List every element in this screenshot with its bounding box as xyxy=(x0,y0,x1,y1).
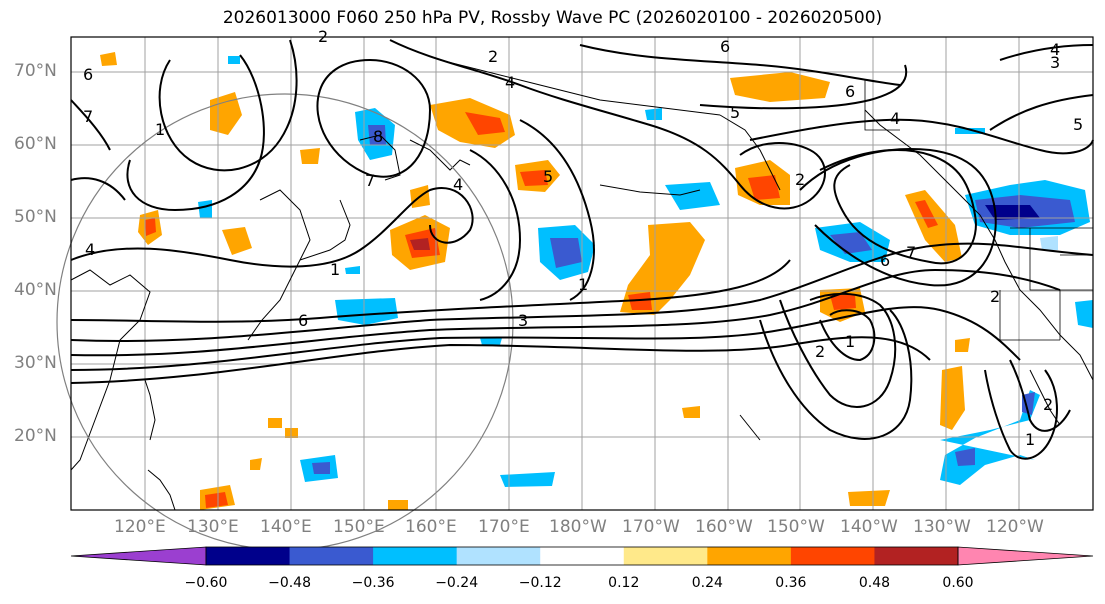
contour-label: 2 xyxy=(488,47,498,66)
contour-label: 6 xyxy=(83,65,93,84)
contour-label: 4 xyxy=(505,73,515,92)
lon-label-150e: 150°E xyxy=(333,517,385,537)
colorbar-tick-label: −0.12 xyxy=(518,575,562,591)
contour-label: 2 xyxy=(1043,395,1053,414)
lat-label-40: 40°N xyxy=(14,280,57,300)
map-title: 2026013000 F060 250 hPa PV, Rossby Wave … xyxy=(222,8,883,28)
lat-label-50: 50°N xyxy=(14,207,57,227)
contour-label: 7 xyxy=(906,243,916,262)
lon-label-130w: 130°W xyxy=(913,517,971,537)
lon-label-160w: 160°W xyxy=(695,517,753,537)
colorbar-tick-label: 0.24 xyxy=(691,575,723,591)
contour-label: 7 xyxy=(83,107,93,126)
pv-contours xyxy=(70,39,1094,460)
colorbar-tick-label: −0.24 xyxy=(435,575,479,591)
contour-label: 4 xyxy=(453,175,463,194)
contour-label: 6 xyxy=(880,251,890,270)
colorbar-tick-label: 0.12 xyxy=(608,575,640,591)
contour-label: 2 xyxy=(990,287,1000,306)
contour-label: 3 xyxy=(518,311,528,330)
graticule xyxy=(71,37,1093,510)
lon-label-140w: 140°W xyxy=(840,517,898,537)
contour-label: 5 xyxy=(1073,115,1083,134)
colorbar-tick-label: 0.48 xyxy=(858,575,891,591)
contour-label: 3 xyxy=(1050,53,1060,72)
lon-label-140e: 140°E xyxy=(260,517,312,537)
colorbar-tick-label: −0.60 xyxy=(184,575,228,591)
lon-label-120e: 120°E xyxy=(114,517,166,537)
lon-label-130e: 130°E xyxy=(187,517,239,537)
map-frame xyxy=(70,36,1094,511)
lon-label-160e: 160°E xyxy=(405,517,457,537)
colorbar-tick-label: 0.60 xyxy=(942,575,974,591)
lon-label-170e: 170°E xyxy=(478,517,530,537)
contour-label: 5 xyxy=(730,103,740,122)
contour-label: 2 xyxy=(815,342,825,361)
contour-label: 6 xyxy=(298,311,308,330)
lon-label-120w: 120°W xyxy=(986,517,1044,537)
contour-label: 8 xyxy=(373,127,383,146)
colorbar-tick-label: −0.36 xyxy=(351,575,395,591)
contour-label: 2 xyxy=(795,170,805,189)
lat-label-30: 30°N xyxy=(14,353,57,373)
contour-label: 1 xyxy=(155,120,165,139)
lon-label-180w: 180°W xyxy=(549,517,607,537)
contour-label: 1 xyxy=(845,332,855,351)
lat-label-20: 20°N xyxy=(14,426,57,446)
contour-labels: 2 4 6 3 5 4 8 7 1 6 4 2 6 7 1 2 2 2 1 5 … xyxy=(83,27,1083,449)
contour-label: 6 xyxy=(845,82,855,101)
contour-label: 4 xyxy=(890,109,900,128)
contour-label: 1 xyxy=(578,275,588,294)
colorbar-tick-label: −0.48 xyxy=(268,575,311,591)
contour-label: 4 xyxy=(1050,40,1060,59)
contour-label: 7 xyxy=(365,171,375,190)
lat-label-70: 70°N xyxy=(14,61,57,81)
contour-label: 4 xyxy=(85,240,95,259)
contour-label: 1 xyxy=(1025,430,1035,449)
contour-label: 1 xyxy=(330,260,340,279)
lon-label-150w: 150°W xyxy=(767,517,825,537)
contour-label: 6 xyxy=(720,37,730,56)
lon-label-170w: 170°W xyxy=(622,517,680,537)
lat-label-60: 60°N xyxy=(14,134,57,154)
contour-label: 5 xyxy=(543,167,553,186)
colorbar-tick-label: 0.36 xyxy=(775,575,807,591)
